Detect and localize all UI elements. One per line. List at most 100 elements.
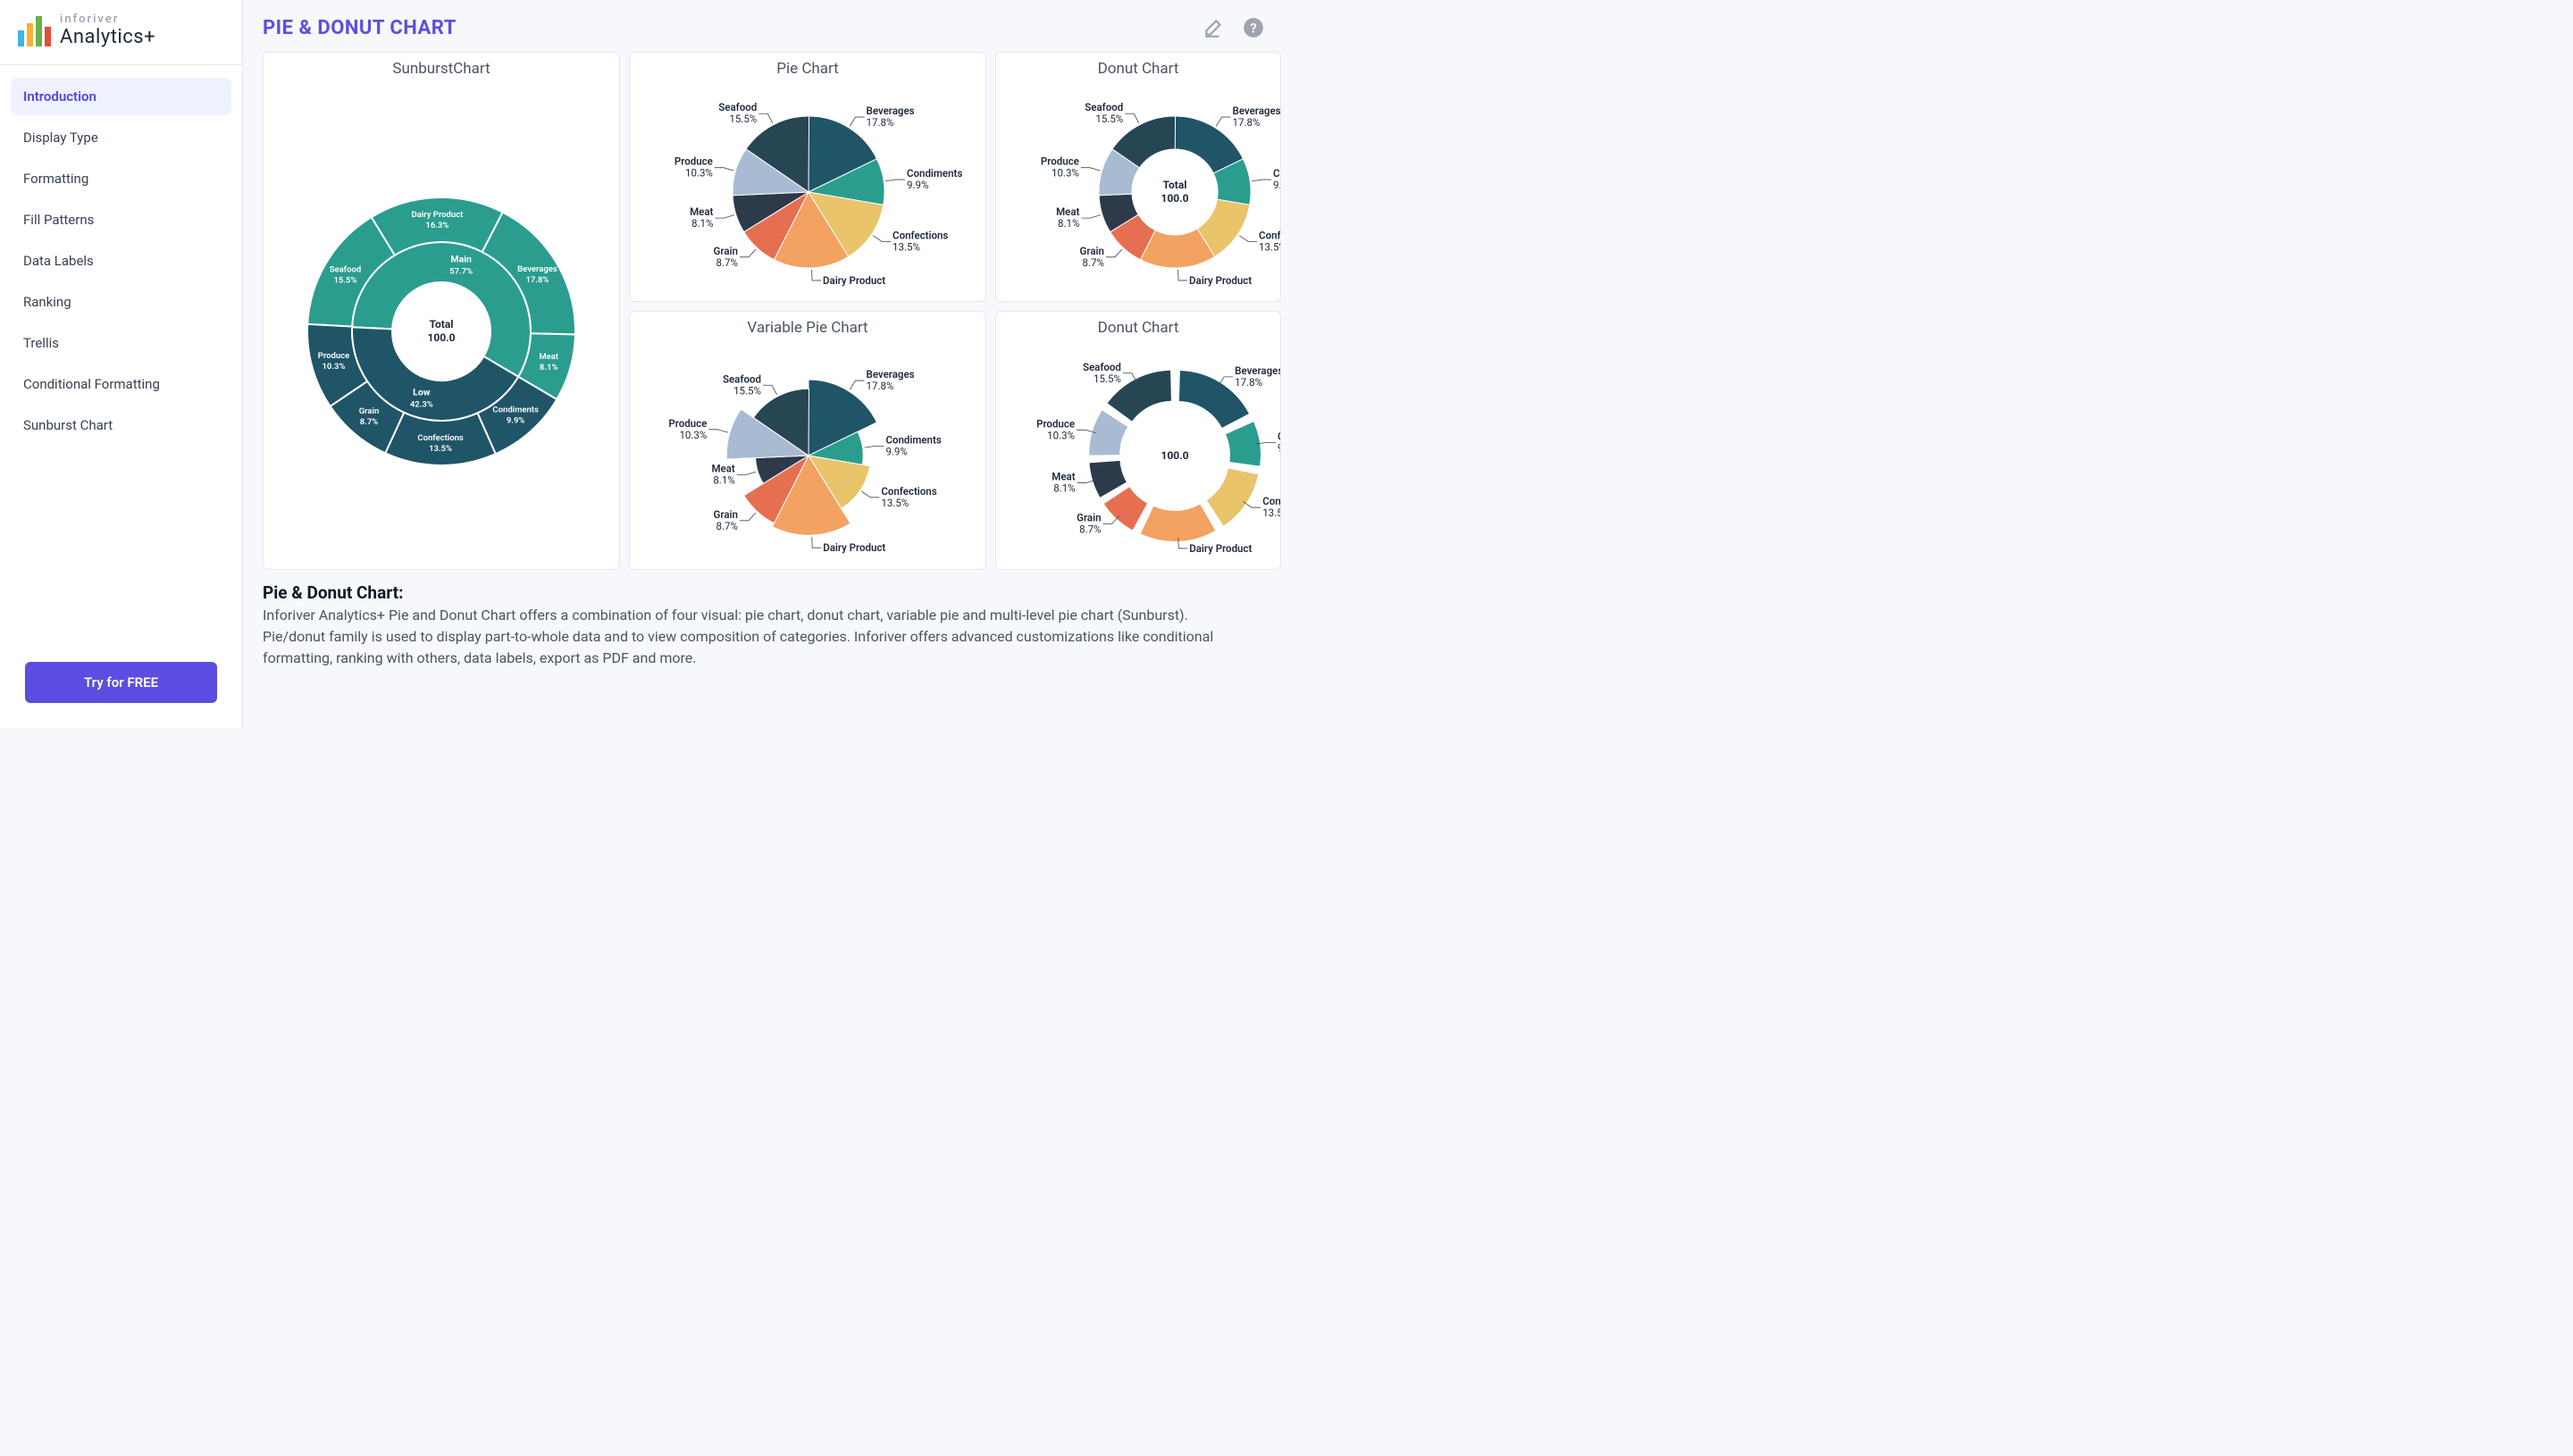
svg-text:17.8%: 17.8% — [867, 116, 894, 129]
svg-text:9.9%: 9.9% — [507, 415, 525, 425]
svg-text:15.5%: 15.5% — [1094, 372, 1121, 385]
svg-text:9.9%: 9.9% — [885, 445, 907, 457]
svg-text:8.7%: 8.7% — [1083, 256, 1104, 269]
svg-text:?: ? — [1250, 20, 1257, 36]
svg-text:9.9%: 9.9% — [907, 179, 928, 191]
try-for-free-button[interactable]: Try for FREE — [25, 662, 217, 703]
svg-text:Produce: Produce — [1036, 417, 1075, 430]
donut-chart-card: Donut Chart Beverages17.8%Condiments9.9%… — [995, 52, 1281, 302]
brand-top: inforiver — [60, 13, 155, 26]
svg-text:Meat: Meat — [1052, 471, 1075, 483]
svg-text:15.5%: 15.5% — [733, 384, 761, 397]
svg-text:10.3%: 10.3% — [323, 362, 346, 372]
sunburst-chart-card: SunburstChart Main57.7%Low42.3%Seafood15… — [263, 52, 620, 570]
svg-text:Meat: Meat — [1056, 205, 1079, 218]
svg-text:Grain: Grain — [714, 245, 738, 257]
logo: inforiver Analytics+ — [0, 0, 242, 65]
svg-text:42.3%: 42.3% — [410, 399, 433, 409]
sidebar-item-ranking[interactable]: Ranking — [11, 283, 231, 321]
svg-text:Seafood: Seafood — [1085, 101, 1123, 113]
svg-text:17.8%: 17.8% — [867, 380, 894, 392]
donut-chart: Beverages17.8%Condiments9.9%Confections1… — [1003, 81, 1281, 292]
svg-text:Total: Total — [1163, 179, 1187, 191]
sidebar-item-sunburst-chart[interactable]: Sunburst Chart — [11, 406, 231, 444]
svg-text:15.5%: 15.5% — [333, 275, 356, 285]
chart-title: SunburstChart — [271, 60, 612, 78]
svg-text:8.7%: 8.7% — [360, 417, 379, 427]
svg-text:Seafood: Seafood — [330, 264, 362, 274]
svg-text:13.5%: 13.5% — [1262, 506, 1281, 519]
svg-text:Beverages: Beverages — [1233, 105, 1281, 117]
svg-text:13.5%: 13.5% — [881, 497, 909, 509]
svg-text:Seafood: Seafood — [723, 372, 761, 385]
svg-text:Condiments: Condiments — [1278, 430, 1281, 442]
svg-text:Meat: Meat — [690, 205, 713, 218]
svg-text:57.7%: 57.7% — [449, 267, 473, 277]
svg-text:8.1%: 8.1% — [713, 474, 734, 487]
svg-text:Confections: Confections — [893, 229, 948, 241]
svg-text:Dairy Product: Dairy Product — [1189, 542, 1252, 555]
svg-text:Produce: Produce — [318, 351, 349, 361]
svg-text:Low: Low — [413, 386, 431, 397]
edit-icon[interactable] — [1201, 14, 1228, 41]
donut-exploded-card: Donut Chart Beverages17.8%Condiments9.9%… — [995, 311, 1281, 570]
svg-text:8.7%: 8.7% — [717, 520, 738, 532]
sidebar-nav: Introduction Display Type Formatting Fill P… — [0, 65, 242, 648]
sidebar-item-display-type[interactable]: Display Type — [11, 119, 231, 156]
chart-title: Pie Chart — [637, 60, 978, 78]
donut-exploded-chart: Beverages17.8%Condiments9.9%Confections1… — [1003, 340, 1281, 560]
svg-text:Condiments: Condiments — [1273, 167, 1281, 180]
sidebar-item-introduction[interactable]: Introduction — [11, 78, 231, 115]
sunburst-chart: Main57.7%Low42.3%Seafood15.5%Dairy Produ… — [306, 81, 577, 546]
svg-text:Confections: Confections — [1259, 229, 1281, 241]
svg-text:Condiments: Condiments — [492, 405, 539, 414]
svg-text:17.8%: 17.8% — [1235, 376, 1262, 389]
svg-text:Seafood: Seafood — [1083, 361, 1121, 373]
svg-text:13.5%: 13.5% — [429, 444, 452, 454]
svg-text:9.9%: 9.9% — [1278, 441, 1281, 454]
sidebar-item-fill-patterns[interactable]: Fill Patterns — [11, 201, 231, 238]
svg-text:Seafood: Seafood — [718, 101, 757, 113]
svg-text:Grain: Grain — [1077, 511, 1101, 523]
svg-text:8.1%: 8.1% — [691, 217, 713, 230]
variable-pie-chart: Beverages17.8%Condiments9.9%Confections1… — [637, 340, 980, 560]
chart-title: Variable Pie Chart — [637, 319, 978, 337]
sidebar-item-trellis[interactable]: Trellis — [11, 324, 231, 362]
variable-pie-card: Variable Pie Chart Beverages17.8%Condime… — [629, 311, 986, 570]
logo-icon — [18, 14, 51, 46]
pie-chart: Beverages17.8% Condiments9.9% Confections 1… — [637, 81, 980, 292]
svg-text:Dairy Product: Dairy Product — [411, 210, 463, 220]
svg-text:10.3%: 10.3% — [1047, 429, 1075, 441]
svg-text:Condiments: Condiments — [885, 433, 941, 446]
svg-text:15.5%: 15.5% — [729, 113, 757, 125]
svg-text:8.1%: 8.1% — [1058, 217, 1079, 230]
pie-chart-card: Pie Chart Beverages17.8% Condiments9.9% Co… — [629, 52, 986, 302]
svg-text:15.5%: 15.5% — [1095, 113, 1123, 125]
page-title: PIE & DONUT CHART — [263, 17, 457, 39]
sidebar-item-data-labels[interactable]: Data Labels — [11, 242, 231, 280]
svg-text:10.3%: 10.3% — [679, 429, 707, 441]
svg-text:Grain: Grain — [1080, 245, 1104, 257]
description-body: Inforiver Analytics+ Pie and Donut Chart… — [263, 605, 1245, 669]
brand-bottom: Analytics+ — [60, 26, 155, 48]
svg-text:Confections: Confections — [417, 433, 464, 443]
svg-text:Produce: Produce — [668, 417, 707, 430]
svg-text:10.3%: 10.3% — [1052, 167, 1079, 180]
svg-text:Confections: Confections — [1262, 495, 1281, 507]
svg-text:Beverages: Beverages — [867, 105, 915, 117]
svg-text:Condiments: Condiments — [907, 167, 962, 180]
svg-text:8.7%: 8.7% — [717, 256, 738, 269]
sidebar-item-formatting[interactable]: Formatting — [11, 160, 231, 197]
chart-title: Donut Chart — [1003, 60, 1273, 78]
svg-text:Grain: Grain — [714, 508, 738, 521]
svg-text:Beverages: Beverages — [517, 264, 557, 274]
svg-text:Dairy Product: Dairy Product — [823, 274, 885, 287]
svg-text:13.5%: 13.5% — [1259, 240, 1281, 253]
main-content: PIE & DONUT CHART ? Pie Chart Beverages1… — [243, 0, 1286, 728]
svg-text:Total: Total — [430, 318, 454, 331]
svg-text:9.9%: 9.9% — [1273, 179, 1281, 191]
sidebar: inforiver Analytics+ Introduction Display… — [0, 0, 243, 728]
help-icon[interactable]: ? — [1240, 14, 1267, 41]
svg-text:100.0: 100.0 — [1161, 449, 1188, 462]
sidebar-item-conditional-formatting[interactable]: Conditional Formatting — [11, 365, 231, 403]
